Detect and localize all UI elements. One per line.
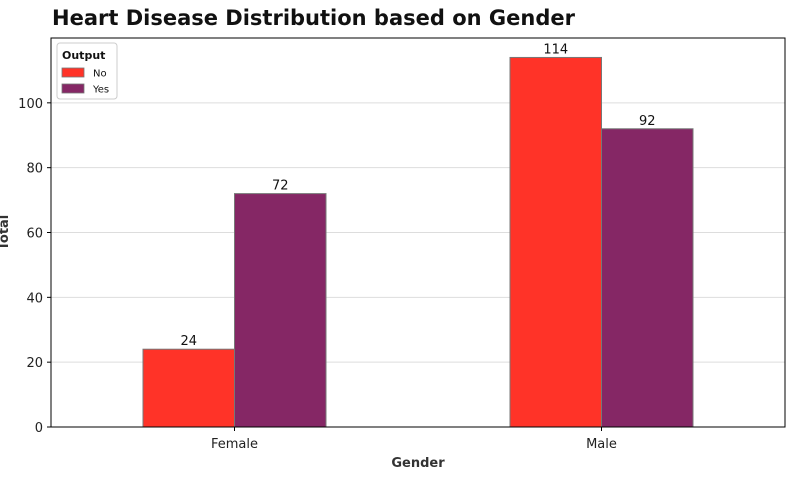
data-label: 114 — [543, 42, 568, 57]
y-tick-label: 20 — [26, 356, 43, 371]
bar-no-male — [509, 56, 602, 428]
y-tick-label: 40 — [26, 291, 43, 306]
legend-swatch-no — [61, 67, 85, 78]
y-axis-title: Total — [0, 215, 12, 251]
legend: Output No Yes — [56, 42, 118, 100]
y-tick-label: 0 — [35, 421, 43, 436]
bar-no-female — [142, 348, 235, 428]
legend-label-no: No — [93, 69, 107, 80]
y-axis: 0 20 40 60 80 100 — [18, 97, 51, 436]
y-tick-label: 80 — [26, 162, 43, 177]
data-label: 72 — [272, 179, 289, 194]
legend-items: No Yes — [61, 67, 109, 96]
data-label: 92 — [639, 114, 656, 129]
legend-title: Output — [62, 49, 105, 62]
bar-yes-male — [601, 128, 694, 428]
data-labels: 24 72 114 92 — [180, 42, 655, 349]
legend-label-yes: Yes — [92, 85, 109, 96]
x-axis: Female Male — [211, 427, 617, 452]
bar-yes-female — [234, 193, 327, 428]
legend-swatch-yes — [61, 83, 85, 94]
bars — [142, 56, 694, 428]
y-tick-label: 60 — [26, 227, 43, 242]
x-axis-title: Gender — [391, 456, 445, 471]
data-label: 24 — [180, 334, 197, 349]
chart-title: Heart Disease Distribution based on Gend… — [52, 6, 575, 30]
y-tick-label: 100 — [18, 97, 43, 112]
x-tick-label: Male — [586, 437, 617, 452]
x-tick-label: Female — [211, 437, 258, 452]
